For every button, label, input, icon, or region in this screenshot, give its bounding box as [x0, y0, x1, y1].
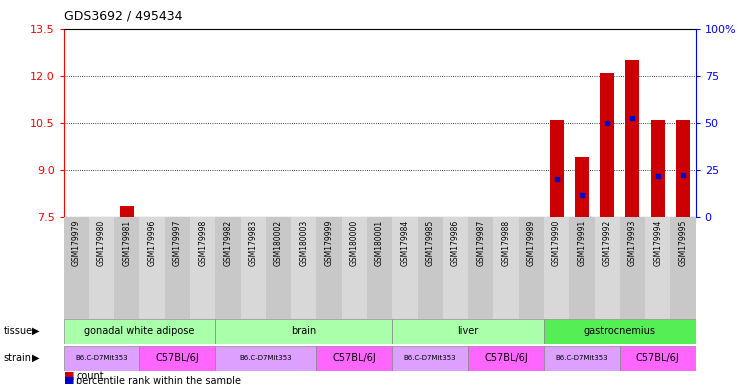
Bar	[215, 217, 241, 319]
Text: ▶: ▶	[32, 353, 40, 363]
Text: ▶: ▶	[32, 326, 40, 336]
Text: C57BL/6J: C57BL/6J	[156, 353, 199, 363]
Text: GSM179984: GSM179984	[400, 220, 409, 266]
Bar	[392, 346, 468, 371]
Bar	[215, 346, 316, 371]
Text: GSM180001: GSM180001	[375, 220, 384, 266]
Bar	[139, 346, 215, 371]
Text: GSM180003: GSM180003	[299, 220, 308, 266]
Bar	[544, 217, 569, 319]
Text: GSM179982: GSM179982	[224, 220, 233, 266]
Text: strain: strain	[4, 353, 31, 363]
Text: C57BL/6J: C57BL/6J	[484, 353, 528, 363]
Bar	[670, 217, 696, 319]
Text: C57BL/6J: C57BL/6J	[636, 353, 680, 363]
Text: GSM179989: GSM179989	[527, 220, 536, 266]
Bar	[620, 217, 645, 319]
Text: gonadal white adipose: gonadal white adipose	[85, 326, 194, 336]
Bar	[651, 120, 665, 217]
Bar	[550, 120, 563, 217]
Text: GSM179981: GSM179981	[122, 220, 132, 266]
Text: tissue: tissue	[4, 326, 33, 336]
Bar	[291, 217, 316, 319]
Text: percentile rank within the sample: percentile rank within the sample	[76, 376, 242, 384]
Text: GSM179996: GSM179996	[147, 220, 156, 266]
Text: B6.C-D7Mit353: B6.C-D7Mit353	[556, 355, 608, 361]
Text: ■: ■	[64, 376, 74, 384]
Bar	[266, 217, 291, 319]
Bar	[64, 319, 215, 344]
Text: GSM179988: GSM179988	[501, 220, 511, 266]
Bar	[342, 217, 367, 319]
Text: brain: brain	[291, 326, 316, 336]
Text: GSM179998: GSM179998	[198, 220, 207, 266]
Bar	[89, 217, 114, 319]
Text: C57BL/6J: C57BL/6J	[332, 353, 376, 363]
Bar	[316, 217, 342, 319]
Text: GSM179985: GSM179985	[426, 220, 435, 266]
Text: GDS3692 / 495434: GDS3692 / 495434	[64, 10, 182, 23]
Bar	[64, 346, 139, 371]
Text: GSM180002: GSM180002	[274, 220, 283, 266]
Text: GSM179997: GSM179997	[173, 220, 182, 266]
Bar	[139, 217, 165, 319]
Bar	[625, 60, 640, 217]
Text: GSM179983: GSM179983	[248, 220, 258, 266]
Bar	[215, 319, 392, 344]
Text: GSM179999: GSM179999	[325, 220, 334, 266]
Text: GSM179979: GSM179979	[72, 220, 81, 266]
Bar	[645, 217, 670, 319]
Bar	[165, 217, 190, 319]
Text: GSM179993: GSM179993	[628, 220, 637, 266]
Text: GSM180000: GSM180000	[350, 220, 359, 266]
Bar	[392, 319, 544, 344]
Bar	[114, 217, 139, 319]
Text: GSM179995: GSM179995	[678, 220, 687, 266]
Text: count: count	[76, 371, 104, 381]
Bar	[575, 157, 589, 217]
Bar	[392, 217, 417, 319]
Bar	[120, 206, 134, 217]
Bar	[468, 217, 494, 319]
Bar	[64, 217, 89, 319]
Text: GSM179994: GSM179994	[653, 220, 662, 266]
Bar	[367, 217, 392, 319]
Text: GSM179980: GSM179980	[97, 220, 106, 266]
Bar	[518, 217, 544, 319]
Bar	[544, 319, 696, 344]
Bar	[676, 120, 690, 217]
Text: GSM179987: GSM179987	[476, 220, 485, 266]
Text: GSM179986: GSM179986	[451, 220, 460, 266]
Bar	[241, 217, 266, 319]
Bar	[316, 346, 392, 371]
Text: B6.C-D7Mit353: B6.C-D7Mit353	[76, 355, 128, 361]
Bar	[620, 346, 696, 371]
Bar	[190, 217, 215, 319]
Text: B6.C-D7Mit353: B6.C-D7Mit353	[404, 355, 456, 361]
Text: GSM179992: GSM179992	[603, 220, 612, 266]
Bar	[544, 346, 620, 371]
Bar	[468, 346, 544, 371]
Text: liver: liver	[458, 326, 479, 336]
Bar	[569, 217, 595, 319]
Bar	[443, 217, 468, 319]
Bar	[595, 217, 620, 319]
Text: ■: ■	[64, 371, 74, 381]
Bar	[494, 217, 518, 319]
Bar	[417, 217, 443, 319]
Text: GSM179990: GSM179990	[552, 220, 561, 266]
Text: B6.C-D7Mit353: B6.C-D7Mit353	[239, 355, 292, 361]
Bar	[600, 73, 614, 217]
Text: gastrocnemius: gastrocnemius	[583, 326, 656, 336]
Text: GSM179991: GSM179991	[577, 220, 586, 266]
